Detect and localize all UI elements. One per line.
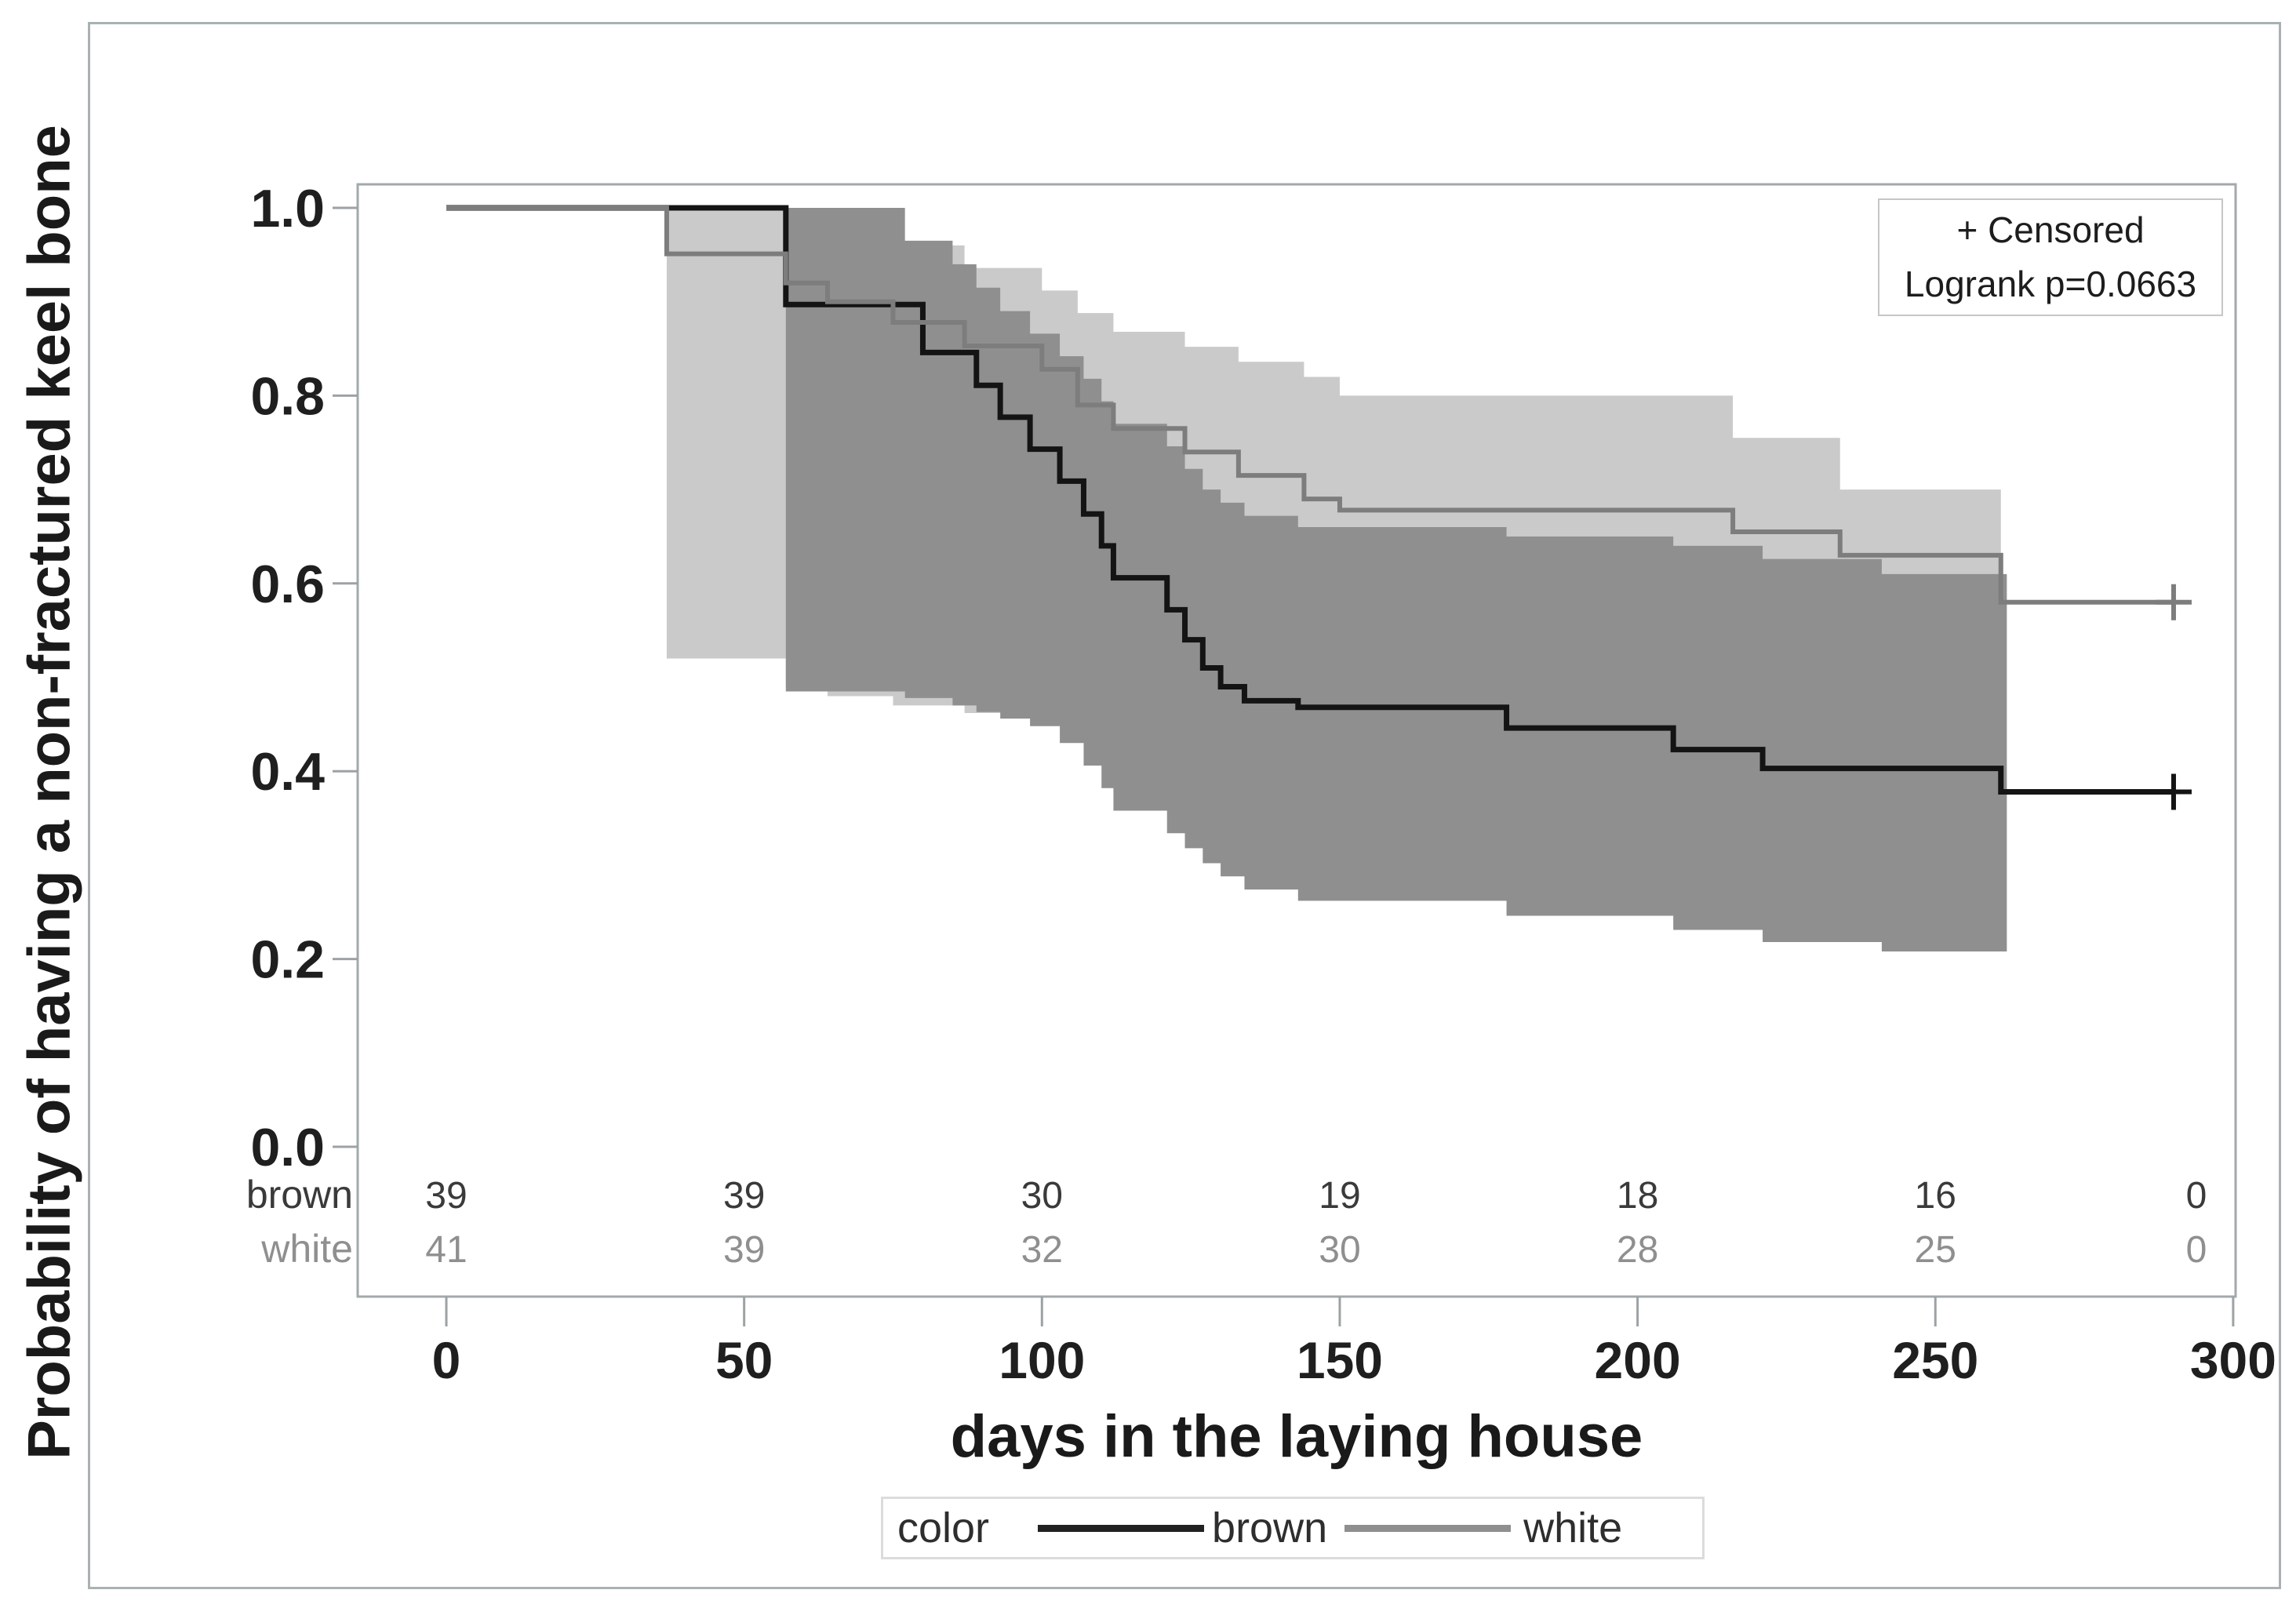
at-risk-count-white: 28 xyxy=(1617,1229,1658,1271)
at-risk-count-brown: 0 xyxy=(2186,1175,2207,1217)
x-tick-label: 0 xyxy=(432,1331,461,1389)
at-risk-count-white: 39 xyxy=(723,1229,765,1271)
x-tick-label: 250 xyxy=(1892,1331,1978,1389)
legend-title: color xyxy=(897,1504,990,1552)
censored-marker-label: + Censored xyxy=(1956,209,2145,250)
x-tick-label: 300 xyxy=(2190,1331,2276,1389)
brown-survival-curve xyxy=(446,205,2174,795)
censor-plus-brown-icon xyxy=(2155,773,2192,810)
y-tick-label: 0.6 xyxy=(250,555,325,614)
at-risk-count-white: 32 xyxy=(1021,1229,1063,1271)
logrank-pvalue: Logrank p=0.0663 xyxy=(1904,264,2197,304)
x-tick-label: 150 xyxy=(1297,1331,1383,1389)
figure-border xyxy=(88,22,2281,1589)
x-tick-label: 50 xyxy=(715,1331,773,1389)
x-tick-label: 100 xyxy=(999,1331,1085,1389)
at-risk-row-label-white: white xyxy=(260,1227,353,1271)
censor-plus-white-icon xyxy=(2155,584,2192,620)
brown-confidence-band xyxy=(785,208,2007,952)
at-risk-count-white: 25 xyxy=(1915,1229,1956,1271)
y-tick-label: 0.8 xyxy=(250,366,325,426)
at-risk-count-white: 41 xyxy=(425,1229,467,1271)
censored-legend-box: + Censored Logrank p=0.0663 xyxy=(1878,198,2223,316)
brown-line-swatch-icon xyxy=(1038,1524,1205,1532)
at-risk-count-white: 0 xyxy=(2186,1229,2207,1271)
at-risk-count-brown: 39 xyxy=(723,1175,765,1217)
at-risk-row-label-brown: brown xyxy=(246,1173,353,1217)
legend-label-brown: brown xyxy=(1212,1504,1328,1552)
at-risk-count-brown: 30 xyxy=(1021,1175,1063,1217)
y-tick-label: 1.0 xyxy=(250,179,325,238)
x-axis-title: days in the laying house xyxy=(950,1403,1643,1470)
at-risk-count-brown: 16 xyxy=(1915,1175,1956,1217)
at-risk-count-brown: 19 xyxy=(1319,1175,1360,1217)
y-tick-label: 0.4 xyxy=(250,742,325,802)
at-risk-count-brown: 18 xyxy=(1617,1175,1658,1217)
white-line-swatch-icon xyxy=(1344,1524,1512,1532)
y-tick-label: 0.2 xyxy=(250,930,325,990)
plot-area-border xyxy=(356,183,2237,1298)
at-risk-count-white: 30 xyxy=(1319,1229,1360,1271)
x-tick-label: 200 xyxy=(1595,1331,1681,1389)
color-legend-box: color brown white xyxy=(881,1497,1705,1559)
y-tick-label: 0.0 xyxy=(250,1118,325,1177)
white-survival-curve xyxy=(446,206,2174,605)
legend-label-white: white xyxy=(1523,1504,1623,1552)
at-risk-count-brown: 39 xyxy=(425,1175,467,1217)
